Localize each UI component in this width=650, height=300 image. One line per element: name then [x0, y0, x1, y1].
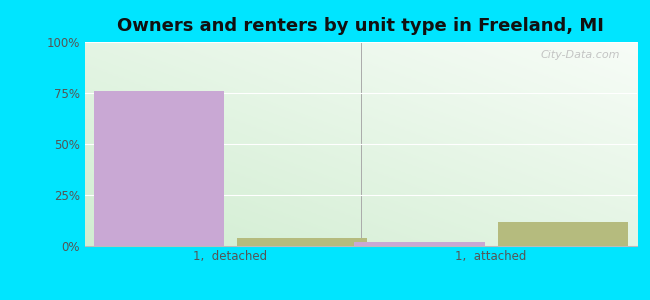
- Bar: [237, 238, 367, 246]
- Bar: [497, 221, 628, 246]
- Legend: Owner occupied units, Renter occupied units: Owner occupied units, Renter occupied un…: [180, 297, 541, 300]
- Bar: [354, 242, 484, 246]
- Bar: [94, 91, 224, 246]
- Text: City-Data.com: City-Data.com: [541, 50, 620, 60]
- Title: Owners and renters by unit type in Freeland, MI: Owners and renters by unit type in Freel…: [117, 17, 604, 35]
